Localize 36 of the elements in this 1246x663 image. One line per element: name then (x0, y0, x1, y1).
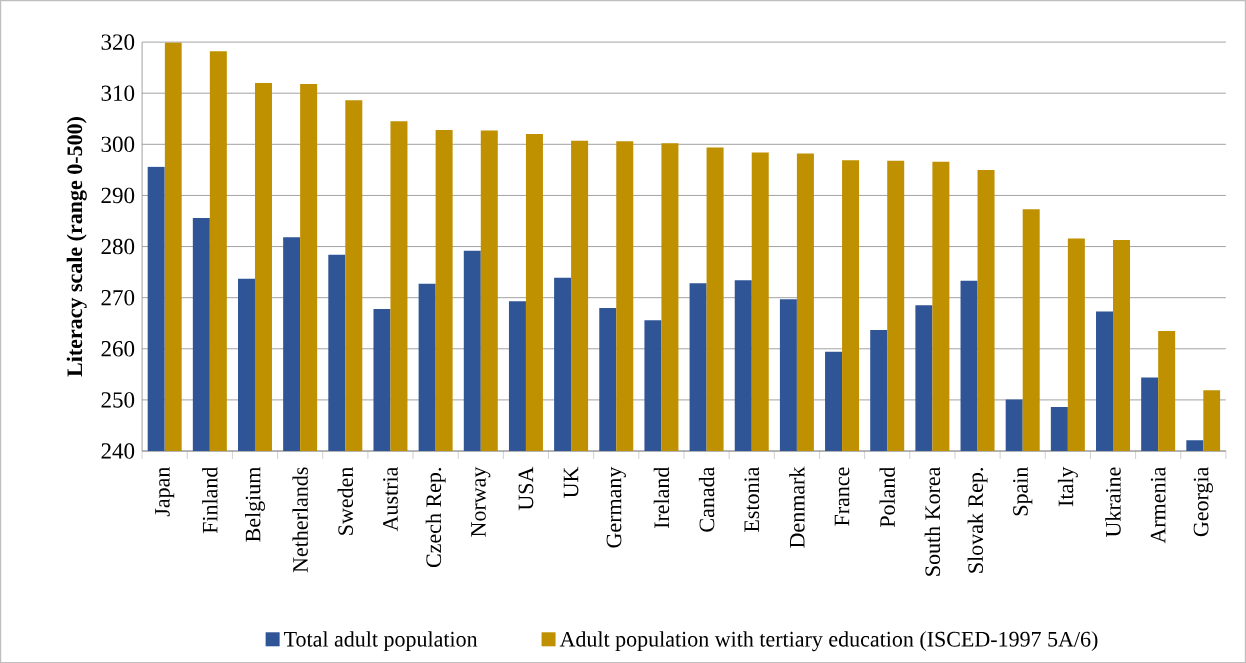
y-tick-label: 240 (101, 443, 135, 459)
x-tick-label: Canada (698, 466, 715, 532)
x-tick-label: Czech Rep. (425, 468, 446, 568)
x-tick-label: Poland (879, 466, 895, 528)
x-tick-label: Georgia (1193, 466, 1213, 537)
x-tick-label: Slovak Rep. (967, 468, 988, 573)
x-tick-label: Austria (383, 466, 398, 532)
x-tick-label: Norway (471, 466, 491, 537)
x-tick-label: UK (563, 466, 579, 498)
y-tick-label: 270 (101, 289, 135, 306)
x-tick-label: Japan (155, 466, 175, 517)
x-tick-label: France (834, 467, 850, 526)
x-tick-label: Italy (1057, 466, 1078, 507)
x-tick-label: Ireland (653, 466, 670, 529)
x-tick-label: USA (518, 466, 534, 511)
y-tick-label: 280 (101, 238, 135, 255)
x-tick-label: Finland (202, 466, 218, 534)
x-tick-label: Germany (606, 466, 626, 548)
y-tick-label: 260 (101, 341, 135, 357)
x-tick-label: Armenia (1150, 466, 1166, 544)
x-tick-label: Spain (1013, 466, 1033, 516)
x-tick-label: Sweden (337, 466, 354, 535)
legend-label: Adult population with tertiary education (ISCED-1997 5A/6) (559, 631, 1098, 652)
legend-label: Total adult population (284, 631, 478, 652)
y-axis-title: Literacy scale (range 0-500) (66, 117, 87, 377)
y-tick-label: 250 (101, 392, 135, 408)
x-tick-label: South Korea (924, 466, 941, 576)
x-tick-label: Belgium (245, 466, 265, 542)
y-tick-label: 320 (101, 34, 135, 50)
x-tick-label: Ukraine (1105, 467, 1121, 537)
x-tick-label: Denmark (789, 466, 805, 548)
x-tick-label: Estonia (744, 466, 760, 532)
y-tick-label: 290 (101, 187, 135, 204)
y-tick-label: 310 (101, 85, 135, 101)
x-tick-label: Netherlands (292, 467, 308, 573)
y-tick-label: 300 (101, 136, 135, 153)
